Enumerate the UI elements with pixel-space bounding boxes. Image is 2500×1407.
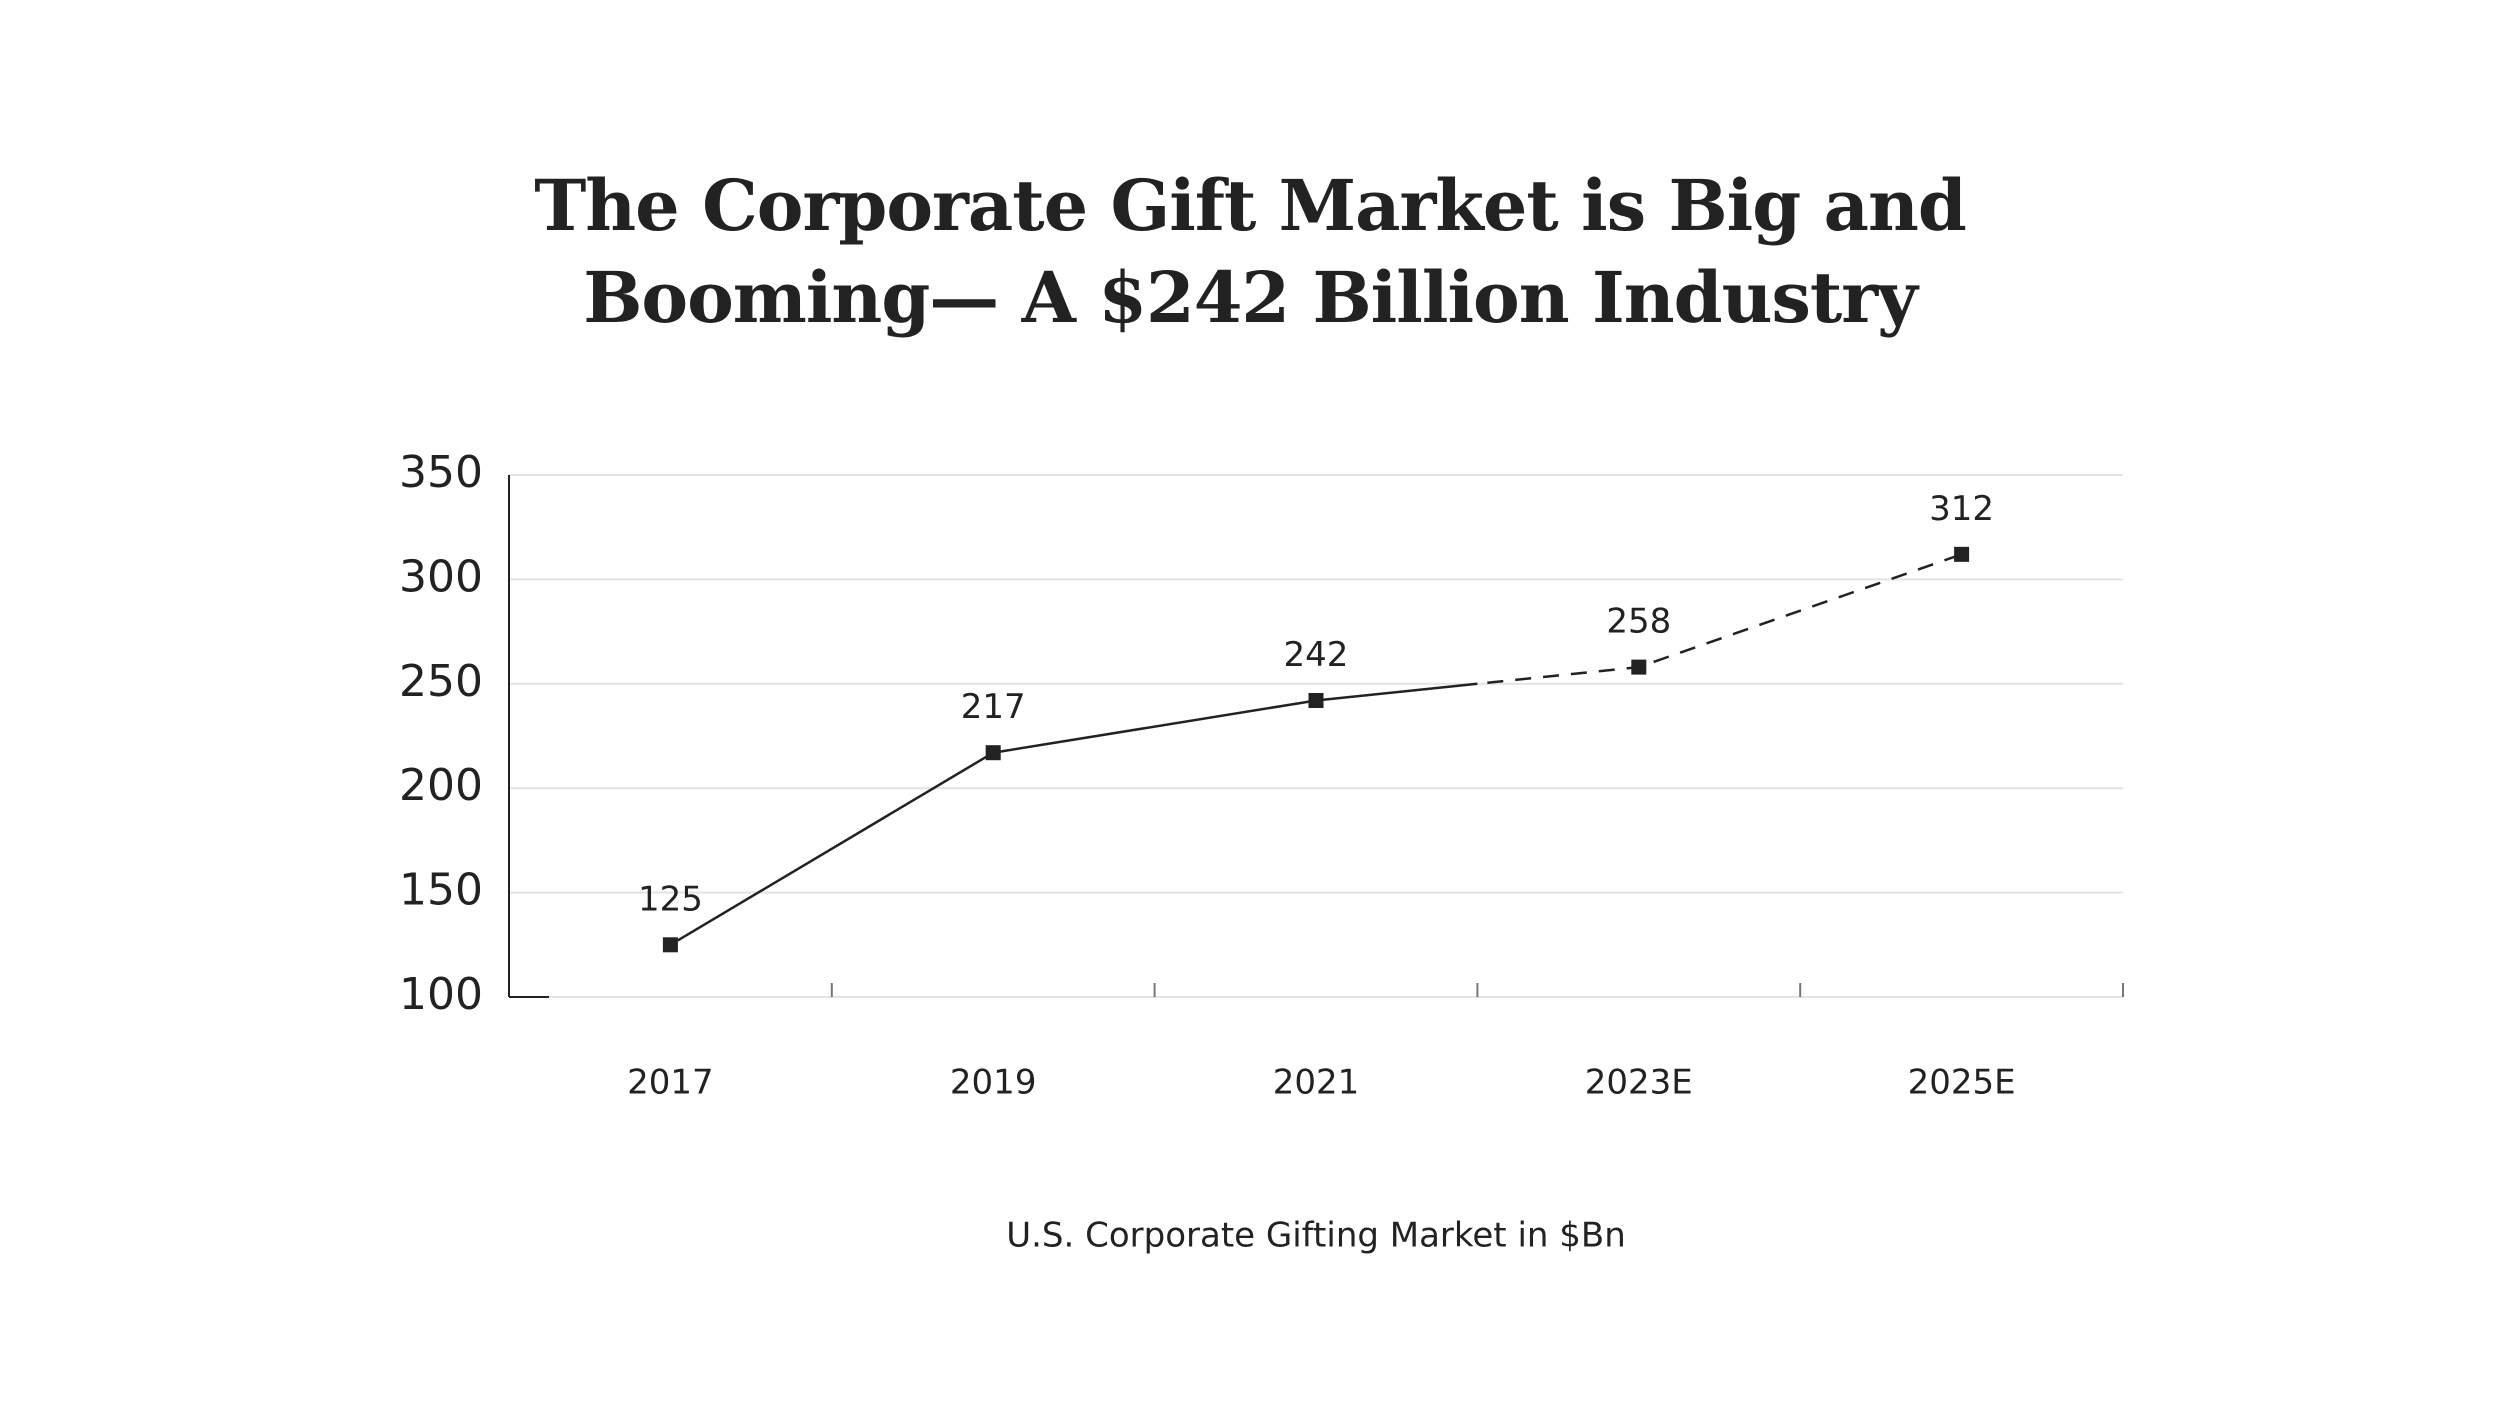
y-tick-label: 300 (399, 551, 483, 602)
x-tick-label: 2019 (950, 1063, 1037, 1103)
y-tick-label: 250 (399, 656, 483, 707)
y-tick-label: 100 (399, 969, 483, 1020)
x-tick-label: 2021 (1273, 1063, 1360, 1103)
x-tick-label: 2017 (627, 1063, 714, 1103)
value-label: 258 (1606, 602, 1671, 642)
x-tick-label: 2023E (1585, 1063, 1693, 1103)
marker (662, 937, 678, 953)
y-tick-label: 150 (399, 865, 483, 916)
line (669, 553, 1963, 946)
marker (1308, 693, 1324, 709)
y-tick-label: 200 (399, 760, 483, 811)
value-label: 312 (1929, 489, 1994, 529)
value-label: 217 (961, 687, 1026, 727)
marker (985, 745, 1001, 761)
y-tick-label: 350 (399, 447, 483, 498)
marker (1954, 546, 1970, 562)
value-label: 242 (1284, 635, 1349, 675)
x-axis-label: U.S. Corporate Gifting Market in $Bn (1006, 1216, 1626, 1256)
marker (1631, 659, 1647, 675)
value-label: 125 (638, 879, 703, 919)
x-tick-label: 2025E (1908, 1063, 2016, 1103)
chart-title: The Corporate Gift Market is Big and Boo… (534, 164, 1967, 339)
